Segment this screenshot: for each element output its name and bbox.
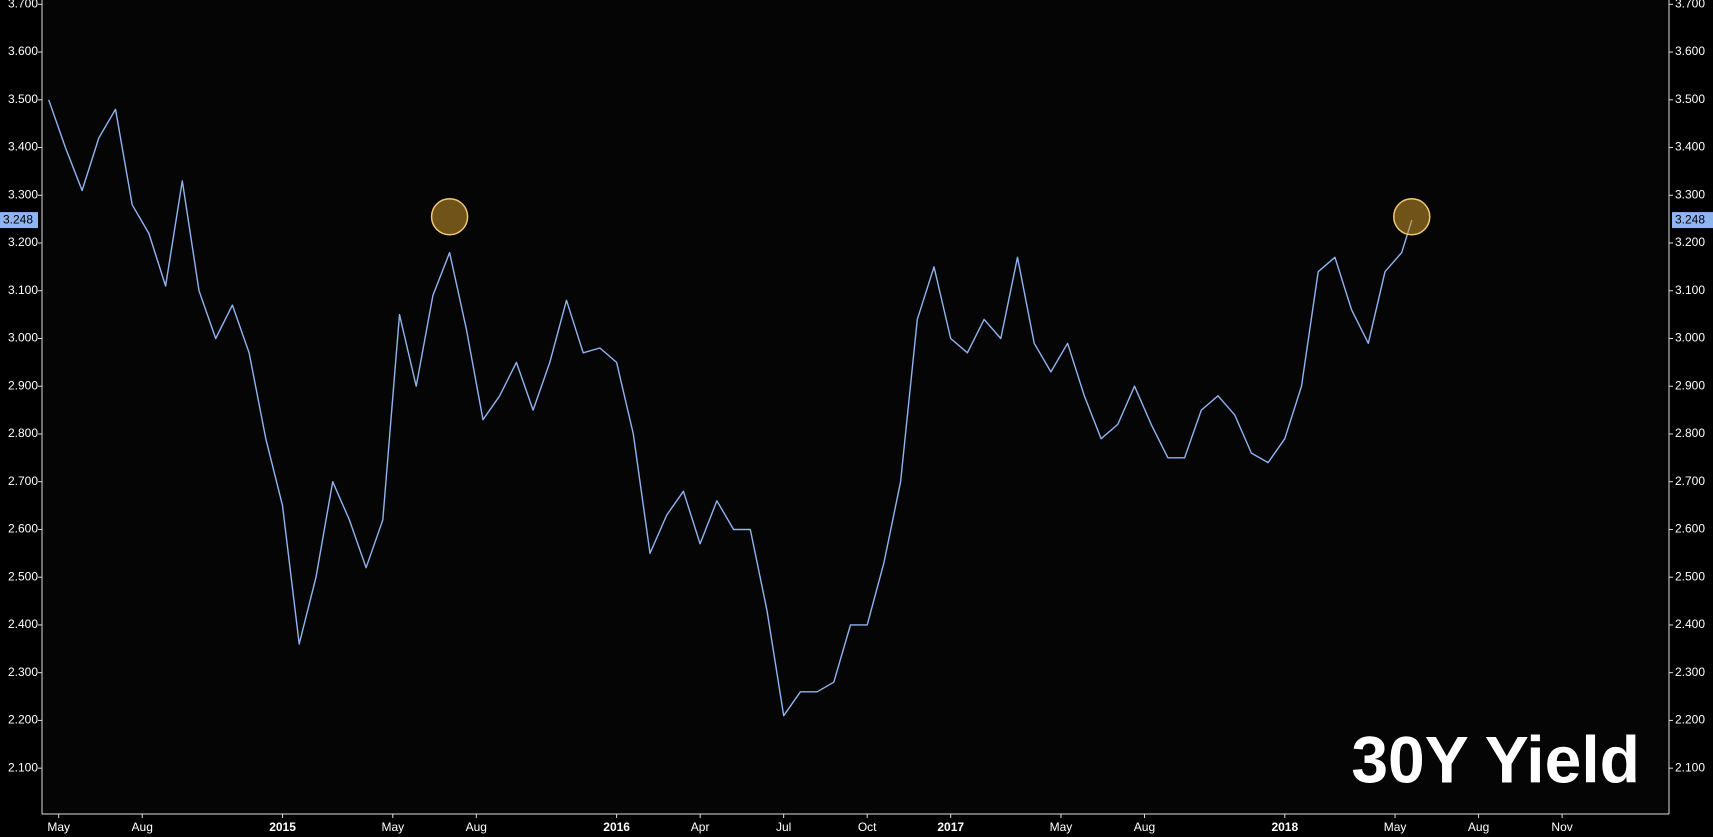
x-tick-label: Aug (466, 820, 487, 834)
y2-tick-label: 2.500 (1675, 569, 1705, 583)
y2-tick-label: 2.300 (1675, 665, 1705, 679)
y2-tick-label: 3.600 (1675, 44, 1705, 58)
x-tick-label: Apr (691, 820, 710, 834)
y-tick-label: 2.100 (8, 760, 38, 774)
y2-tick-label: 3.400 (1675, 140, 1705, 154)
highlight-circle (430, 197, 469, 236)
y-tick-label: 2.700 (8, 474, 38, 488)
y-tick-label: 3.700 (8, 0, 38, 10)
y-tick-label: 2.400 (8, 617, 38, 631)
y2-tick-label: 2.900 (1675, 378, 1705, 392)
y-tick-label: 2.500 (8, 569, 38, 583)
y2-tick-label: 3.100 (1675, 283, 1705, 297)
last-value-box (1672, 212, 1713, 229)
x-tick-label: May (1050, 820, 1073, 834)
x-tick-label: Aug (132, 820, 153, 834)
y2-tick-label: 3.700 (1675, 0, 1705, 10)
x-tick-label: Oct (858, 820, 877, 834)
last-value-label: 3.248 (1675, 212, 1705, 226)
y-tick-label: 2.200 (8, 713, 38, 727)
x-tick-label: May (381, 820, 404, 834)
y-tick-label: 3.300 (8, 187, 38, 201)
y-tick-label: 3.000 (8, 331, 38, 345)
x-tick-label: Aug (1134, 820, 1155, 834)
x-tick-label: 2017 (937, 820, 964, 834)
y2-tick-label: 2.200 (1675, 713, 1705, 727)
x-tick-label: May (47, 820, 70, 834)
y-tick-label: 2.800 (8, 426, 38, 440)
y2-tick-label: 2.600 (1675, 522, 1705, 536)
line-series (48, 99, 1413, 717)
x-tick-label: May (1384, 820, 1407, 834)
y2-tick-label: 2.400 (1675, 617, 1705, 631)
chart-title: 30Y Yield (1351, 722, 1640, 796)
x-tick-label: 2018 (1271, 820, 1298, 834)
y-tick-label: 3.100 (8, 283, 38, 297)
y2-tick-label: 2.800 (1675, 426, 1705, 440)
x-tick-label: Nov (1551, 820, 1572, 834)
x-tick-label: Aug (1468, 820, 1489, 834)
y-tick-label: 3.500 (8, 92, 38, 106)
y-tick-label: 2.300 (8, 665, 38, 679)
x-tick-label: 2015 (269, 820, 296, 834)
highlight-circle (1393, 197, 1431, 236)
y-tick-label: 3.400 (8, 140, 38, 154)
y-tick-label: 3.200 (8, 235, 38, 249)
y2-tick-label: 3.300 (1675, 187, 1705, 201)
last-value-box (0, 212, 38, 229)
x-tick-label: 2016 (603, 820, 630, 834)
y-tick-label: 3.600 (8, 44, 38, 58)
y2-tick-label: 2.100 (1675, 760, 1705, 774)
y2-tick-label: 3.000 (1675, 331, 1705, 345)
y2-tick-label: 3.500 (1675, 92, 1705, 106)
x-tick-label: Jul (776, 820, 791, 834)
y2-tick-label: 3.200 (1675, 235, 1705, 249)
y2-tick-label: 2.700 (1675, 474, 1705, 488)
last-value-label: 3.248 (3, 212, 33, 226)
y-tick-label: 2.600 (8, 522, 38, 536)
plot-area (42, 0, 1669, 814)
y-tick-label: 2.900 (8, 378, 38, 392)
